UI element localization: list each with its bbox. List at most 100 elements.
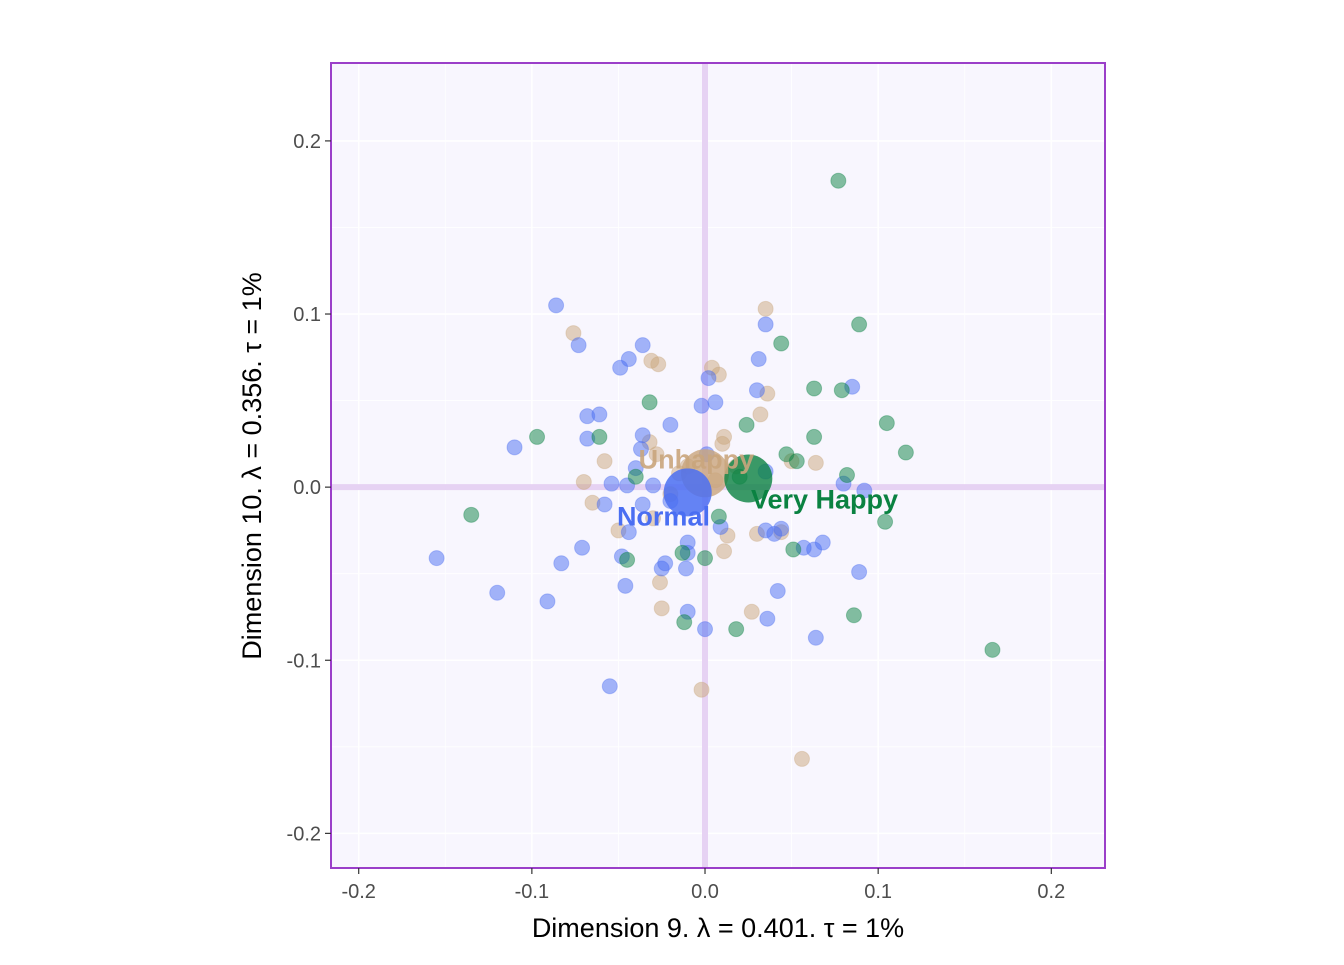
- data-point-very-happy: [641, 394, 658, 411]
- y-tick-label: -0.1: [287, 650, 321, 672]
- data-point-very-happy: [833, 382, 850, 399]
- data-point-normal: [634, 427, 651, 444]
- data-point-very-happy: [788, 453, 805, 470]
- group-center-normal: [663, 468, 712, 517]
- group-labels: Unhappy Normal Very Happy: [617, 444, 898, 531]
- data-point-very-happy: [851, 316, 868, 333]
- data-point-normal: [757, 316, 774, 333]
- data-point-unhappy: [645, 510, 662, 527]
- data-point-very-happy: [728, 621, 745, 638]
- data-point-normal: [759, 610, 776, 627]
- data-point-normal: [574, 539, 591, 556]
- data-point-normal: [856, 482, 873, 499]
- data-point-normal: [548, 297, 565, 314]
- data-point-unhappy: [793, 750, 810, 767]
- x-tick-label: 0.1: [864, 881, 892, 903]
- data-point-unhappy: [575, 473, 592, 490]
- data-point-normal: [773, 520, 790, 537]
- y-tick-label: -0.2: [287, 823, 321, 845]
- data-point-normal: [653, 560, 670, 577]
- data-point-very-happy: [897, 444, 914, 461]
- data-point-unhappy: [596, 453, 613, 470]
- data-point-very-happy: [839, 467, 855, 484]
- x-tick-label: -0.1: [515, 881, 549, 903]
- data-point-normal: [807, 629, 824, 646]
- panel-border: [330, 62, 1106, 869]
- data-point-very-happy: [830, 172, 847, 189]
- data-point-normal: [617, 577, 634, 594]
- data-point-normal: [693, 397, 710, 414]
- data-point-normal: [603, 475, 620, 492]
- data-point-normal: [851, 563, 868, 580]
- data-point-normal: [769, 583, 786, 600]
- axes: -0.2 -0.1 0.0 0.1 0.2 -0.2 -0.1 0.0 0.1 0.2: [287, 131, 1066, 903]
- data-point-normal: [570, 337, 587, 354]
- data-point-very-happy: [845, 607, 862, 624]
- data-point-unhappy: [651, 574, 668, 591]
- data-point-normal: [612, 359, 629, 376]
- data-point-normal: [700, 370, 717, 387]
- data-point-very-happy: [529, 428, 546, 445]
- y-tick-label: 0.1: [293, 304, 321, 326]
- data-point-very-happy: [463, 506, 480, 523]
- data-point-unhappy: [716, 543, 733, 560]
- x-tick-label: 0.2: [1037, 881, 1065, 903]
- y-tick-label: 0.2: [293, 131, 321, 153]
- y-tick-label: 0.0: [293, 477, 321, 499]
- data-point-very-happy: [878, 415, 895, 432]
- data-point-normal: [553, 555, 570, 572]
- x-tick-label: -0.2: [341, 881, 375, 903]
- data-point-unhappy: [757, 300, 774, 317]
- data-point-normal: [814, 534, 831, 551]
- data-point-unhappy: [693, 681, 710, 698]
- data-point-normal: [620, 524, 637, 541]
- data-point-normal: [697, 621, 714, 638]
- data-point-very-happy: [984, 641, 1001, 658]
- group-label-unhappy: Unhappy: [639, 444, 755, 474]
- data-point-very-happy: [627, 468, 644, 485]
- data-point-unhappy: [743, 603, 760, 620]
- data-point-normal: [662, 416, 679, 433]
- x-axis-title: Dimension 9. λ = 0.401. τ = 1%: [532, 913, 904, 943]
- data-point-normal: [591, 406, 608, 423]
- data-point-normal: [634, 337, 651, 354]
- data-point-normal: [750, 351, 767, 368]
- data-point-normal: [506, 439, 523, 456]
- group-center-very-happy: [724, 454, 773, 503]
- data-point-very-happy: [738, 416, 755, 433]
- data-point-normal: [489, 584, 506, 601]
- data-point-normal: [634, 496, 651, 513]
- data-point-normal: [748, 382, 765, 399]
- data-point-normal: [632, 441, 649, 458]
- data-point-normal: [428, 550, 445, 567]
- data-point-very-happy: [591, 428, 608, 445]
- data-point-very-happy: [619, 551, 636, 568]
- data-point-normal: [707, 394, 724, 411]
- x-tick-label: 0.0: [691, 881, 719, 903]
- data-point-very-happy: [676, 614, 693, 631]
- data-point-normal: [677, 560, 694, 577]
- data-point-very-happy: [806, 380, 823, 397]
- data-point-very-happy: [697, 550, 714, 567]
- data-point-unhappy: [653, 600, 670, 617]
- data-point-very-happy: [773, 335, 790, 352]
- data-point-normal: [539, 593, 556, 610]
- data-point-unhappy: [807, 454, 824, 471]
- data-point-normal: [645, 477, 662, 494]
- data-point-unhappy: [648, 446, 665, 463]
- data-point-very-happy: [674, 544, 691, 561]
- data-point-very-happy: [785, 541, 802, 558]
- data-point-unhappy: [714, 435, 731, 452]
- group-label-very-happy: Very Happy: [751, 484, 898, 514]
- data-point-unhappy: [650, 356, 667, 373]
- data-point-normal: [596, 496, 613, 513]
- group-label-normal: Normal: [617, 502, 710, 532]
- data-point-unhappy: [752, 406, 769, 423]
- group-centers: [663, 449, 773, 517]
- data-point-normal: [601, 678, 618, 695]
- data-point-very-happy: [877, 513, 894, 530]
- y-axis-title: Dimension 10. λ = 0.356. τ = 1%: [237, 272, 267, 659]
- panel-border-rect: [330, 62, 1106, 869]
